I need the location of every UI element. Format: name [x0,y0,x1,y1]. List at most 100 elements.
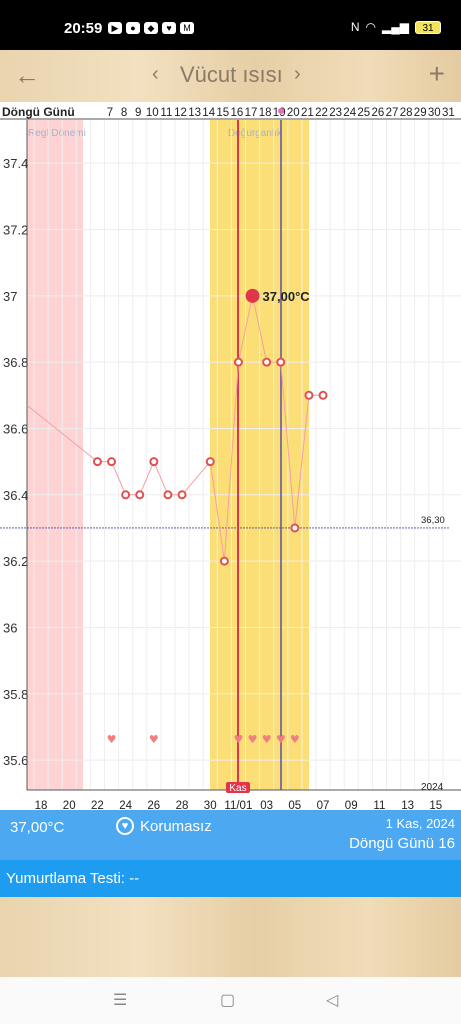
temperature-point [262,357,272,367]
cycle-day-tick: 11 [160,107,172,119]
arrow-left-icon[interactable]: ← [14,60,40,90]
y-tick-label: 35.6 [3,753,28,768]
x-tick-label: 24 [119,800,132,810]
heart-marker: ♥ [234,733,244,746]
page-title: Vücut ısısı [180,62,283,87]
chart-svg: Regl Dönemi Doğurganlık 37.4 37.2 37 36.8 36.6… [0,105,461,810]
y-tick-label: 36.2 [3,554,28,569]
cycle-day-tick: 16 [231,107,244,119]
temperature-point [205,457,215,467]
wifi-icon: ◠ [365,20,377,34]
cycle-day-tick: 8 [121,107,127,119]
battery-icon: 31 [415,20,441,34]
ovulation-test-row[interactable]: Yumurtlama Testi: -- [0,860,461,897]
y-tick-label: 37.2 [3,222,28,237]
cycle-day-tick: 17 [245,107,258,119]
month-label: Kas [229,783,246,794]
temperature-chart[interactable]: Regl Dönemi Doğurganlık 37.4 37.2 37 36.8 36.6… [0,102,461,810]
cycle-day-label: Döngü Günü [2,105,75,119]
temperature-point [149,457,159,467]
temperature-point [219,556,229,566]
today-dot [278,108,284,114]
selected-point [245,288,260,303]
cycle-day-tick: 9 [135,107,141,119]
chat-icon: ● [126,22,140,34]
temperature-line [97,295,324,562]
y-tick-label: 37.4 [3,156,28,171]
heart-marker: ♥ [276,733,286,746]
temperature-point [107,457,117,467]
x-tick-label: 28 [176,800,189,810]
heart-marker: ♥ [290,733,300,746]
period-label: Regl Dönemi [28,128,86,139]
x-tick-label: 11/01 [224,800,252,810]
cycle-day-tick: 27 [386,107,399,119]
temperature-line-lead [26,404,98,463]
x-tick-label: 15 [429,800,442,810]
heart-marker: ♥ [107,733,117,746]
chevron-left-icon[interactable]: ‹ [152,63,159,85]
heart-app-icon: ♥ [162,22,176,34]
y-tick-label: 36.8 [3,355,28,370]
cycle-day-tick: 14 [202,107,215,119]
cycle-day-tick: 18 [259,107,272,119]
cycle-day-tick: 20 [287,107,300,119]
y-tick-label: 37 [3,289,17,304]
app-header: ← ‹ Vücut ısısı › + [0,50,461,102]
x-tick-label: 26 [147,800,160,810]
cycle-day-tick: 12 [174,107,187,119]
temperature-point [318,390,328,400]
youtube-icon: ▶ [108,22,122,34]
heart-marker: ♥ [262,733,272,746]
y-tick-label: 36 [3,620,17,635]
protection-label: Korumasız [140,817,212,835]
chevron-right-icon[interactable]: › [294,63,301,85]
x-tick-label: 11 [373,800,385,810]
x-tick-label: 18 [35,800,48,810]
period-band [27,120,83,790]
box-icon: ◆ [144,22,158,34]
selected-point-label: 37,00°C [263,289,311,304]
menu-icon[interactable]: ☰ [113,992,128,1009]
cycle-day-tick: 15 [216,107,229,119]
y-tick-label: 35.8 [3,687,28,702]
x-tick-label: 20 [63,800,76,810]
x-tick-label: 05 [288,800,301,810]
signal-icon: ▂▄▆ [382,20,409,34]
x-tick-label: 13 [401,800,414,810]
ovulation-test-label: Yumurtlama Testi: -- [6,870,140,887]
notification-icons: ▶ ● ◆ ♥ M [108,22,194,34]
cycle-day-tick: 13 [188,107,201,119]
temperature-point [177,490,187,500]
temperature-point [304,390,314,400]
info-bar: 37,00°C ♥ Korumasız 1 Kas, 2024 Döngü Gü… [0,810,461,860]
temperature-point [163,490,173,500]
heart-marker: ♥ [149,733,159,746]
selected-date: 1 Kas, 2024 [385,816,455,831]
y-tick-label: 36.4 [3,488,28,503]
month-badge [226,782,250,793]
temperature-point [276,357,286,367]
x-tick-label: 03 [260,800,273,810]
y-tick-label: 36.6 [3,421,28,436]
x-tick-label: 22 [91,800,104,810]
home-icon[interactable]: ▢ [220,992,236,1009]
protection-status[interactable]: ♥ Korumasız [116,817,212,835]
heart-icon: ♥ [116,817,134,835]
nfc-icon: N [350,20,360,34]
plus-icon[interactable]: + [428,58,445,89]
temperature-point [135,490,145,500]
back-icon[interactable]: ◁ [326,992,339,1009]
gmail-icon: M [180,22,194,34]
cycle-day-tick: 21 [301,107,314,119]
cycle-day-tick: 26 [372,107,385,119]
cycle-day-tick: 23 [329,107,342,119]
cycle-day-tick: 24 [343,107,356,119]
temperature-point [290,523,300,533]
cycle-day: Döngü Günü 16 [349,835,455,852]
x-tick-label: 07 [317,800,330,810]
cycle-day-tick: 28 [400,107,413,119]
year-label: 2024 [421,782,444,793]
cycle-day-tick: 7 [107,107,113,119]
cycle-day-tick: 10 [146,107,159,119]
